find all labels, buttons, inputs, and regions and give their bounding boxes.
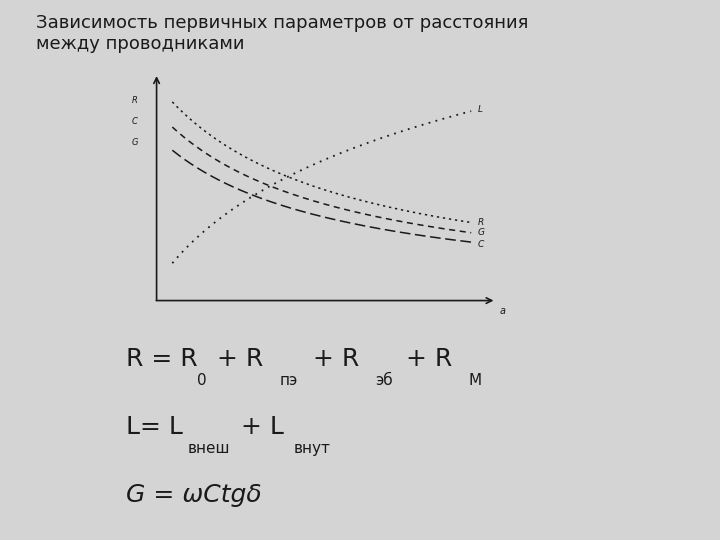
- Text: М: М: [469, 373, 482, 388]
- Text: пэ: пэ: [279, 373, 297, 388]
- Text: внут: внут: [294, 441, 330, 456]
- Text: + R: + R: [305, 347, 359, 370]
- Text: R = R: R = R: [126, 347, 197, 370]
- Text: C: C: [477, 240, 484, 249]
- Text: G: G: [131, 138, 138, 147]
- Text: G = ωCtgδ: G = ωCtgδ: [126, 483, 261, 507]
- Text: R: R: [132, 96, 138, 105]
- Text: C: C: [132, 117, 138, 126]
- Text: a: a: [500, 306, 505, 316]
- Text: между проводниками: между проводниками: [36, 35, 245, 53]
- Text: L= L: L= L: [126, 415, 183, 438]
- Text: + R: + R: [209, 347, 263, 370]
- Text: Зависимость первичных параметров от расстояния: Зависимость первичных параметров от расс…: [36, 14, 528, 31]
- Text: 0: 0: [197, 373, 206, 388]
- Text: G: G: [477, 228, 485, 237]
- Text: эб: эб: [375, 373, 392, 388]
- Text: L: L: [477, 105, 482, 113]
- Text: + L: + L: [233, 415, 284, 438]
- Text: внеш: внеш: [187, 441, 230, 456]
- Text: + R: + R: [398, 347, 452, 370]
- Text: R: R: [477, 218, 484, 227]
